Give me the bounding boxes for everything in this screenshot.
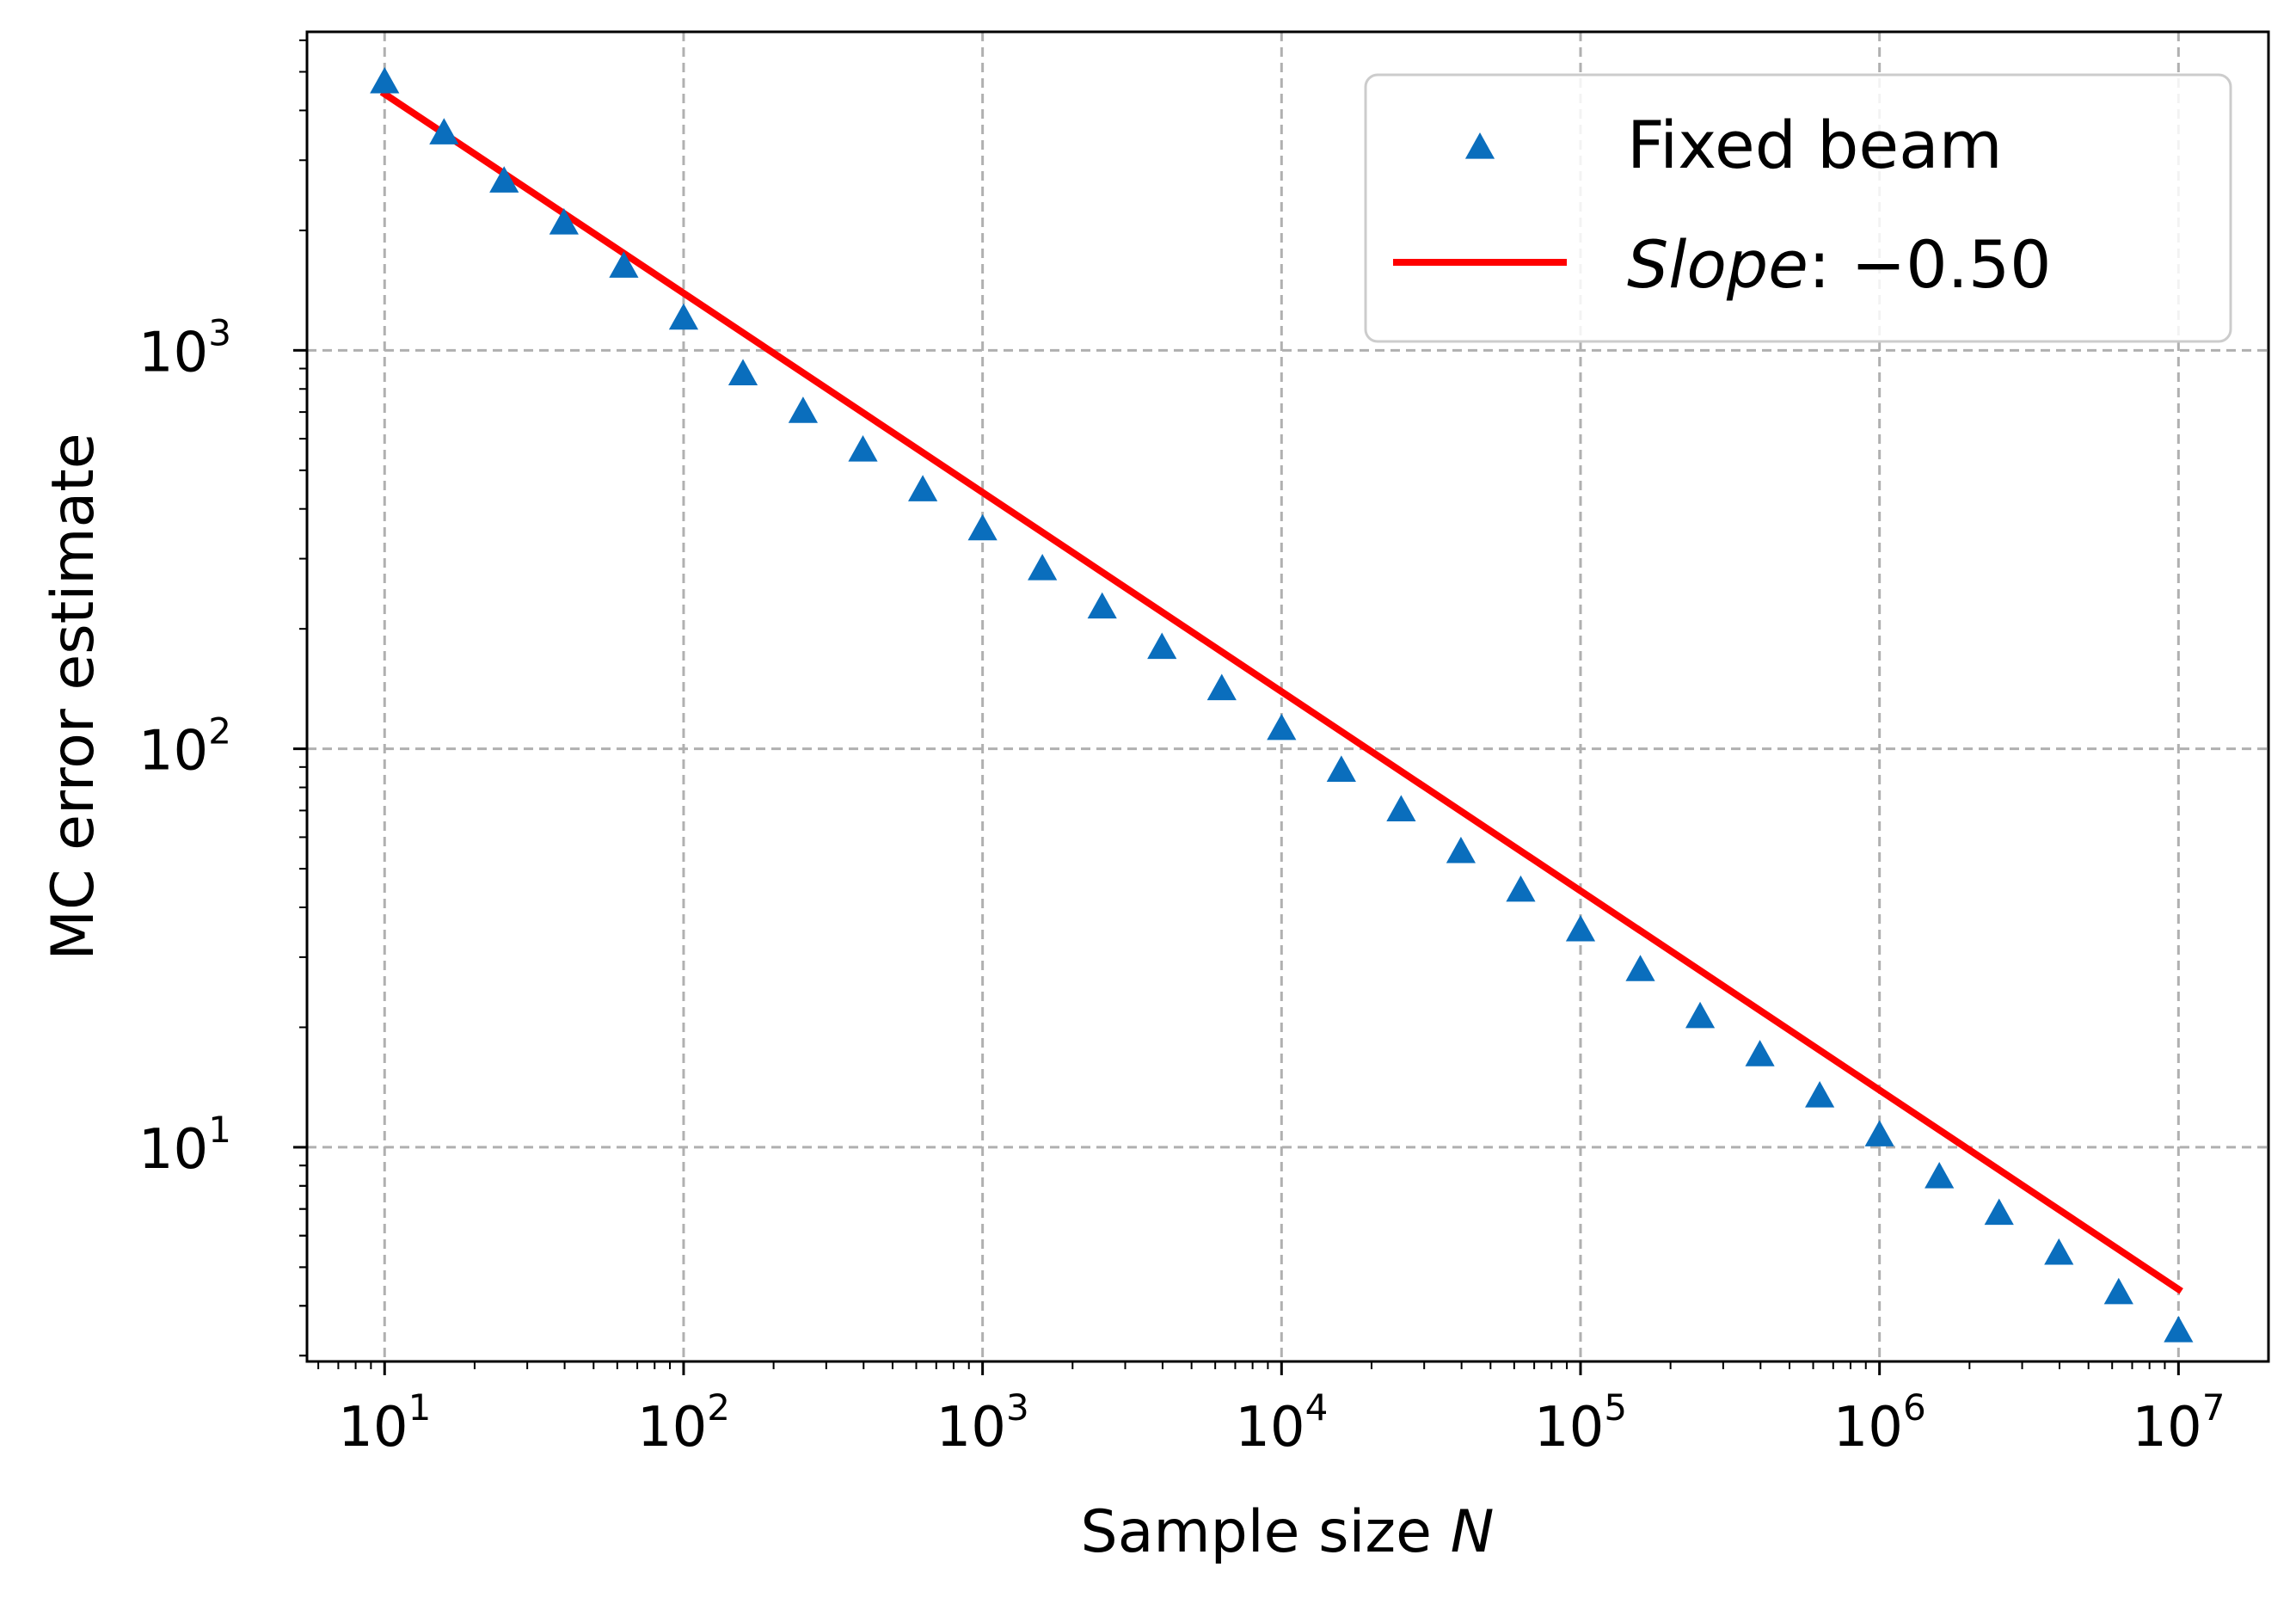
data-point [788,396,819,423]
data-point [2103,1277,2133,1305]
x-tick-base: 10 [1235,1396,1305,1460]
data-point [370,66,400,94]
data-point [1984,1198,2014,1226]
data-point [1685,1001,1716,1029]
legend: Fixed beam Slope: −0.50 [1364,73,2232,343]
x-tick-base: 10 [1534,1396,1604,1460]
y-tick-exponent: 2 [208,710,231,753]
x-tick-exponent: 6 [1903,1386,1926,1429]
x-tick-exponent: 1 [408,1386,432,1429]
data-point [1625,955,1655,981]
legend-label-slope: Slope: −0.50 [1627,226,2052,303]
data-point [1565,914,1596,942]
data-point [1087,592,1117,619]
data-point [609,251,639,278]
slope-line [379,89,2183,1294]
x-tick-label: 103 [936,1386,1029,1460]
x-tick-base: 10 [936,1396,1006,1460]
x-tick-label: 107 [2132,1386,2225,1460]
data-point [908,475,938,501]
x-axis-label-text: Sample size [1081,1498,1451,1566]
y-tick-label: 101 [138,1109,231,1182]
x-tick-labels: 101 102 103 104 105 106 107 [338,1386,2225,1460]
data-point [549,207,579,235]
x-tick-label: 101 [338,1386,431,1460]
data-point [1864,1120,1894,1146]
x-tick-label: 105 [1534,1386,1627,1460]
data-point [1805,1081,1835,1108]
data-point [1147,632,1177,660]
data-point [2044,1238,2074,1265]
legend-box [1364,73,2232,343]
x-tick-exponent: 5 [1604,1386,1627,1429]
x-tick-base: 10 [1833,1396,1903,1460]
legend-marker-fixed-beam [1464,132,1495,159]
x-tick-base: 10 [637,1396,707,1460]
axes-frame [305,30,2270,1363]
data-point [1206,673,1237,701]
y-tick-base: 10 [138,1118,208,1182]
y-tick-base: 10 [138,720,208,784]
x-tick-exponent: 4 [1305,1386,1329,1429]
x-tick-exponent: 3 [1006,1386,1029,1429]
data-point [1267,713,1297,741]
y-axis-label: MC error estimate [40,433,107,960]
data-point [429,118,459,144]
x-tick-label: 106 [1833,1386,1926,1460]
x-axis-label: Sample size N [1081,1498,1495,1566]
data-point [1028,554,1058,581]
x-tick-exponent: 7 [2202,1386,2225,1429]
legend-label-slope-prefix: Slope [1627,226,1808,303]
y-tick-label: 102 [138,710,231,784]
data-point [1326,755,1356,782]
plot-series [370,66,2194,1343]
legend-label-slope-suffix: : −0.50 [1808,226,2052,303]
y-tick-base: 10 [138,321,208,384]
data-point [489,166,519,193]
data-point [1506,875,1536,902]
x-tick-label: 102 [637,1386,730,1460]
data-point [1386,795,1416,821]
y-tick-exponent: 1 [208,1109,231,1151]
y-tick-exponent: 3 [208,311,231,353]
data-point [2164,1316,2194,1343]
legend-label-fixed-beam: Fixed beam [1627,107,2003,183]
y-tick-label: 103 [138,311,231,384]
x-tick-label: 104 [1235,1386,1328,1460]
data-point [1446,836,1476,863]
data-point [1925,1162,1955,1189]
x-tick-base: 10 [2132,1396,2201,1460]
grid [307,32,2268,1361]
major-ticks [293,348,2180,1375]
data-point [848,434,878,462]
data-point [727,359,758,385]
data-point [967,513,998,541]
data-point [1745,1040,1775,1066]
data-point [668,303,699,330]
x-tick-base: 10 [338,1396,408,1460]
x-tick-exponent: 2 [707,1386,730,1429]
x-axis-label-var: N [1451,1498,1495,1566]
